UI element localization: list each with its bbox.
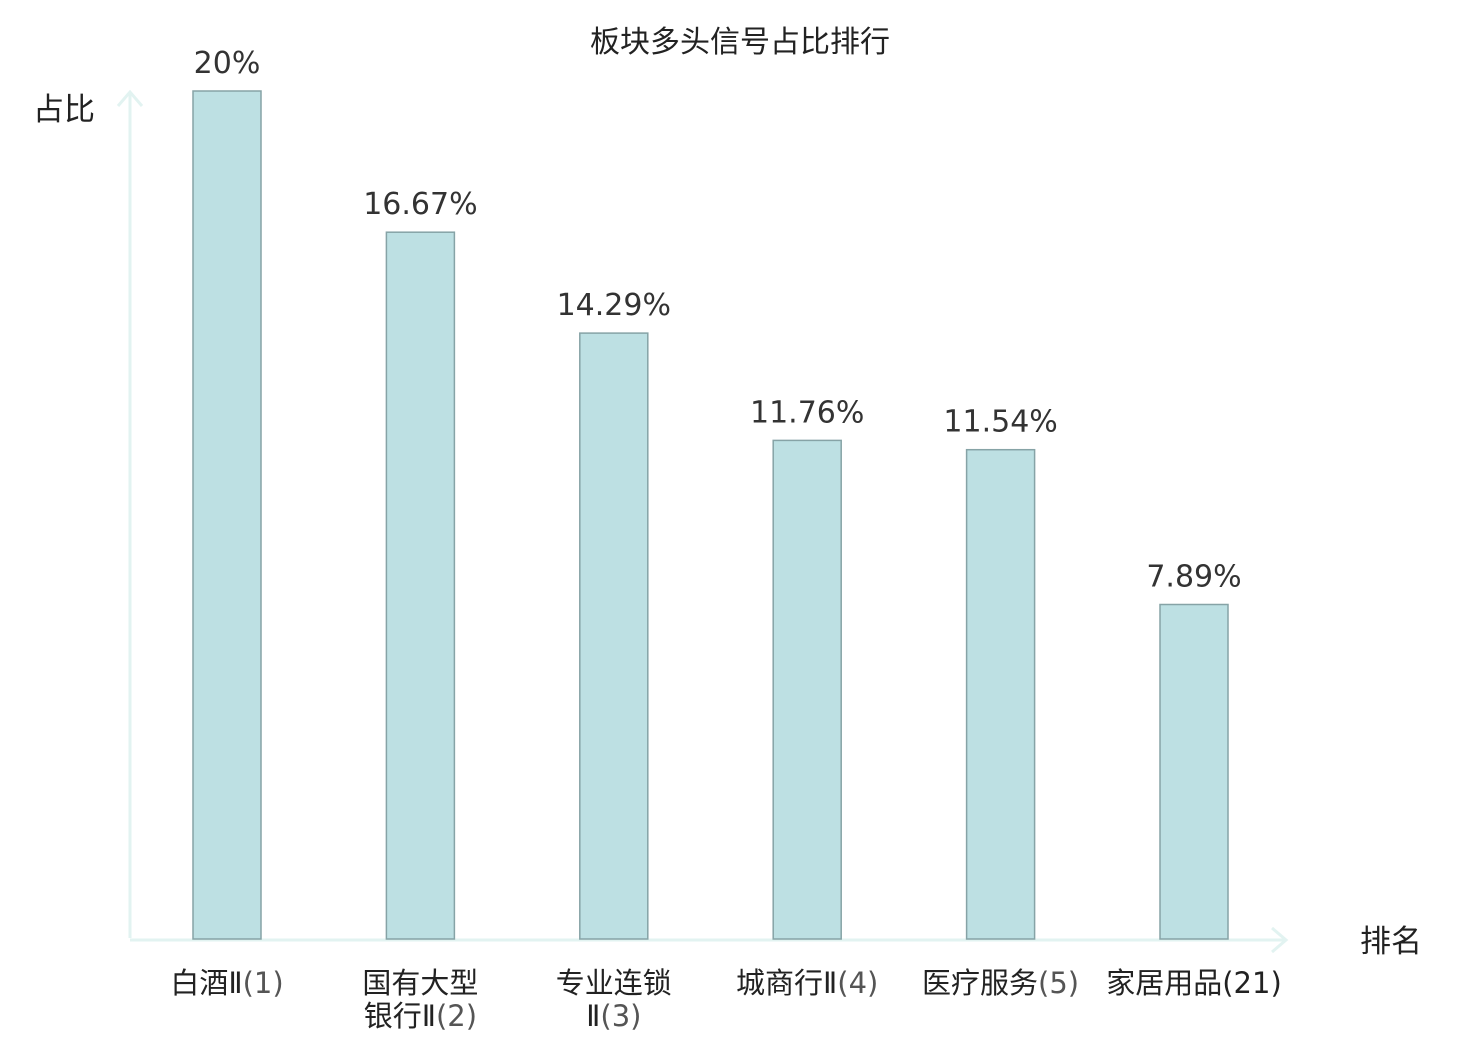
x-axis-arrow (1271, 926, 1289, 954)
category-label-5: 医疗服务(5) (922, 966, 1079, 1000)
bar-3 (579, 332, 649, 940)
bar-5 (965, 448, 1036, 940)
value-label-5: 11.54% (943, 405, 1057, 440)
bar-2 (385, 231, 456, 940)
value-label-6: 7.89% (1146, 560, 1241, 595)
bar-4 (772, 439, 842, 940)
category-label-6: 家居用品(21) (1106, 966, 1282, 1000)
bar-1 (192, 90, 262, 940)
category-label-4: 城商行Ⅱ(4) (736, 966, 878, 1000)
value-label-4: 11.76% (750, 395, 864, 430)
value-labels-group: 20% 16.67% 14.29% 11.76% 11.54% 7.89% (194, 46, 1242, 595)
value-label-2: 16.67% (363, 187, 477, 222)
category-labels-group: 白酒Ⅱ(1) 国有大型银行Ⅱ(2) 专业连锁 Ⅱ(3) 城商行Ⅱ(4) 医疗服务(5) 家居… (170, 966, 1281, 1033)
category-label-1: 白酒Ⅱ(1) (170, 966, 283, 1000)
x-axis-label: 排名 (1360, 924, 1422, 960)
value-label-1: 20% (194, 46, 261, 81)
category-label-2: 国有大型银行Ⅱ(2) (362, 966, 478, 1033)
y-axis-arrow (116, 89, 144, 107)
chart-title: 板块多头信号占比排行 (590, 25, 890, 60)
value-label-3: 14.29% (557, 288, 671, 323)
bars-group (192, 90, 1229, 940)
category-label-3: 专业连锁 Ⅱ(3) (556, 966, 672, 1033)
y-axis-label: 占比 (33, 92, 95, 128)
bar-6 (1159, 603, 1229, 940)
